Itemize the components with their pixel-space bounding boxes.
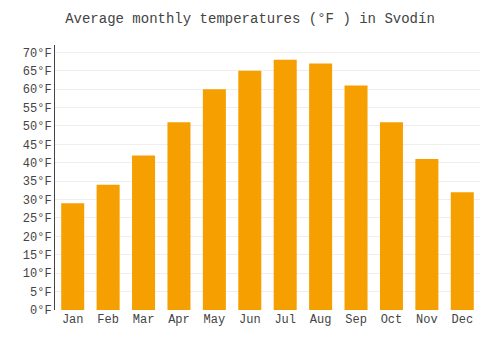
svg-text:50°F: 50°F (23, 120, 52, 134)
svg-text:25°F: 25°F (23, 212, 52, 226)
svg-text:May: May (204, 313, 226, 327)
svg-text:Aug: Aug (310, 313, 332, 327)
svg-text:55°F: 55°F (23, 102, 52, 116)
svg-text:65°F: 65°F (23, 65, 52, 79)
svg-text:Oct: Oct (381, 313, 403, 327)
svg-text:Apr: Apr (168, 313, 190, 327)
svg-text:0°F: 0°F (30, 304, 52, 318)
svg-text:Mar: Mar (133, 313, 155, 327)
svg-text:45°F: 45°F (23, 139, 52, 153)
svg-text:Feb: Feb (97, 313, 119, 327)
svg-text:Dec: Dec (451, 313, 473, 327)
svg-text:35°F: 35°F (23, 175, 52, 189)
svg-text:5°F: 5°F (30, 286, 52, 300)
svg-text:15°F: 15°F (23, 249, 52, 263)
svg-text:Jun: Jun (239, 313, 261, 327)
svg-text:Nov: Nov (416, 313, 438, 327)
svg-text:10°F: 10°F (23, 267, 52, 281)
svg-text:70°F: 70°F (23, 47, 52, 61)
svg-text:Average monthly temperatures (: Average monthly temperatures (°F ) in Sv… (65, 11, 435, 27)
svg-text:60°F: 60°F (23, 83, 52, 97)
svg-text:20°F: 20°F (23, 231, 52, 245)
svg-text:40°F: 40°F (23, 157, 52, 171)
svg-text:Sep: Sep (345, 313, 367, 327)
svg-text:Jan: Jan (62, 313, 84, 327)
svg-text:Jul: Jul (274, 313, 296, 327)
svg-text:30°F: 30°F (23, 194, 52, 208)
